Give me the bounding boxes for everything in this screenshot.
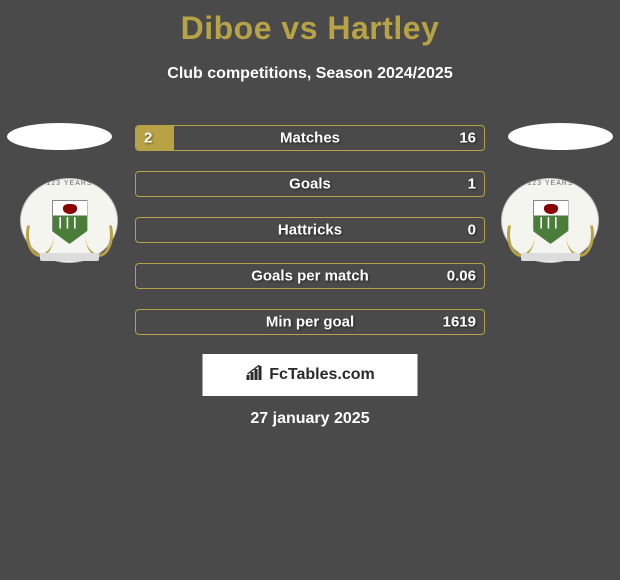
stat-label: Min per goal	[266, 314, 354, 331]
stat-label: Hattricks	[278, 222, 342, 239]
flag-right	[508, 123, 613, 150]
stat-value-right: 1619	[443, 314, 476, 331]
stat-row-goals-per-match: Goals per match 0.06	[135, 263, 485, 289]
stat-bar-left	[136, 126, 174, 150]
page-title: Diboe vs Hartley	[0, 0, 620, 47]
stat-label: Goals per match	[251, 268, 369, 285]
attribution-banner[interactable]: FcTables.com	[203, 354, 418, 396]
stat-row-hattricks: Hattricks 0	[135, 217, 485, 243]
date-text: 27 january 2025	[0, 410, 620, 428]
stat-value-right: 16	[459, 130, 476, 147]
stat-value-left: 2	[144, 130, 152, 147]
stat-value-right: 1	[468, 176, 476, 193]
attribution-text: FcTables.com	[269, 366, 375, 384]
flag-left	[7, 123, 112, 150]
stat-row-goals: Goals 1	[135, 171, 485, 197]
stat-value-right: 0.06	[447, 268, 476, 285]
crest-banner: 123 YEARS	[511, 180, 590, 187]
stat-value-right: 0	[468, 222, 476, 239]
subtitle: Club competitions, Season 2024/2025	[0, 65, 620, 83]
stat-label: Matches	[280, 130, 340, 147]
crest-banner: 123 YEARS	[30, 180, 109, 187]
stat-row-min-per-goal: Min per goal 1619	[135, 309, 485, 335]
club-crest-left: 123 YEARS	[20, 178, 119, 263]
stat-label: Goals	[289, 176, 331, 193]
stat-row-matches: 2 Matches 16	[135, 125, 485, 151]
chart-icon	[245, 365, 265, 386]
stats-container: 2 Matches 16 Goals 1 Hattricks 0 Goals p…	[135, 125, 485, 355]
club-crest-right: 123 YEARS	[501, 178, 600, 263]
